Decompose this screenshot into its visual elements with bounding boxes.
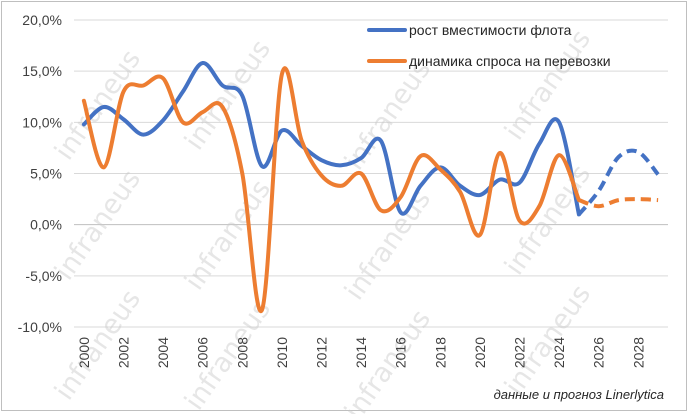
watermark-text: infraneus [179,34,277,156]
x-tick-label: 2016 [393,337,409,368]
y-tick-label: 5,0% [30,166,62,182]
legend: рост вместимости флота динамика спроса н… [367,22,611,69]
series-line-fleet-capacity [81,61,581,217]
x-tick-label: 2020 [472,337,488,368]
source-note: данные и прогноз Linerlytica [493,387,664,402]
y-axis: 20,0% 15,0% 10,0% 5,0% 0,0% -5,0% -10,0% [18,12,62,335]
watermark-text: infraneus [49,44,147,166]
x-tick-label: 2008 [234,337,250,368]
y-tick-label: 20,0% [22,12,62,28]
x-tick-label: 2012 [314,337,330,368]
legend-label-demand: динамика спроса на перевозки [409,53,611,69]
y-tick-label: 0,0% [30,217,62,233]
series-line-transport-demand [81,66,581,314]
series-layer [81,61,660,314]
watermark-text: infraneus [339,184,437,306]
x-tick-label: 2002 [116,337,132,368]
series-forecast-fleet-capacity [577,148,660,216]
x-tick-label: 2014 [353,337,369,368]
x-tick-label: 2026 [591,337,607,368]
x-tick-label: 2000 [76,337,92,368]
x-tick-label: 2018 [432,337,448,368]
legend-label-fleet: рост вместимости флота [409,22,572,38]
x-tick-label: 2004 [155,337,171,368]
x-axis: 2000 2002 2004 2006 2008 2010 2012 2014 2016 2018… [76,337,646,368]
x-tick-label: 2022 [512,337,528,368]
grid [74,19,668,328]
watermark-text: infraneus [49,284,147,406]
y-tick-label: -5,0% [25,268,62,284]
x-tick-label: 2006 [195,337,211,368]
x-tick-label: 2028 [630,337,646,368]
x-tick-label: 2024 [551,337,567,368]
series-forecast-transport-demand [578,197,659,209]
y-tick-label: -10,0% [18,319,62,335]
y-tick-label: 10,0% [22,114,62,130]
watermark-text: infraneus [179,174,277,296]
x-tick-label: 2010 [274,337,290,368]
y-tick-label: 15,0% [22,63,62,79]
